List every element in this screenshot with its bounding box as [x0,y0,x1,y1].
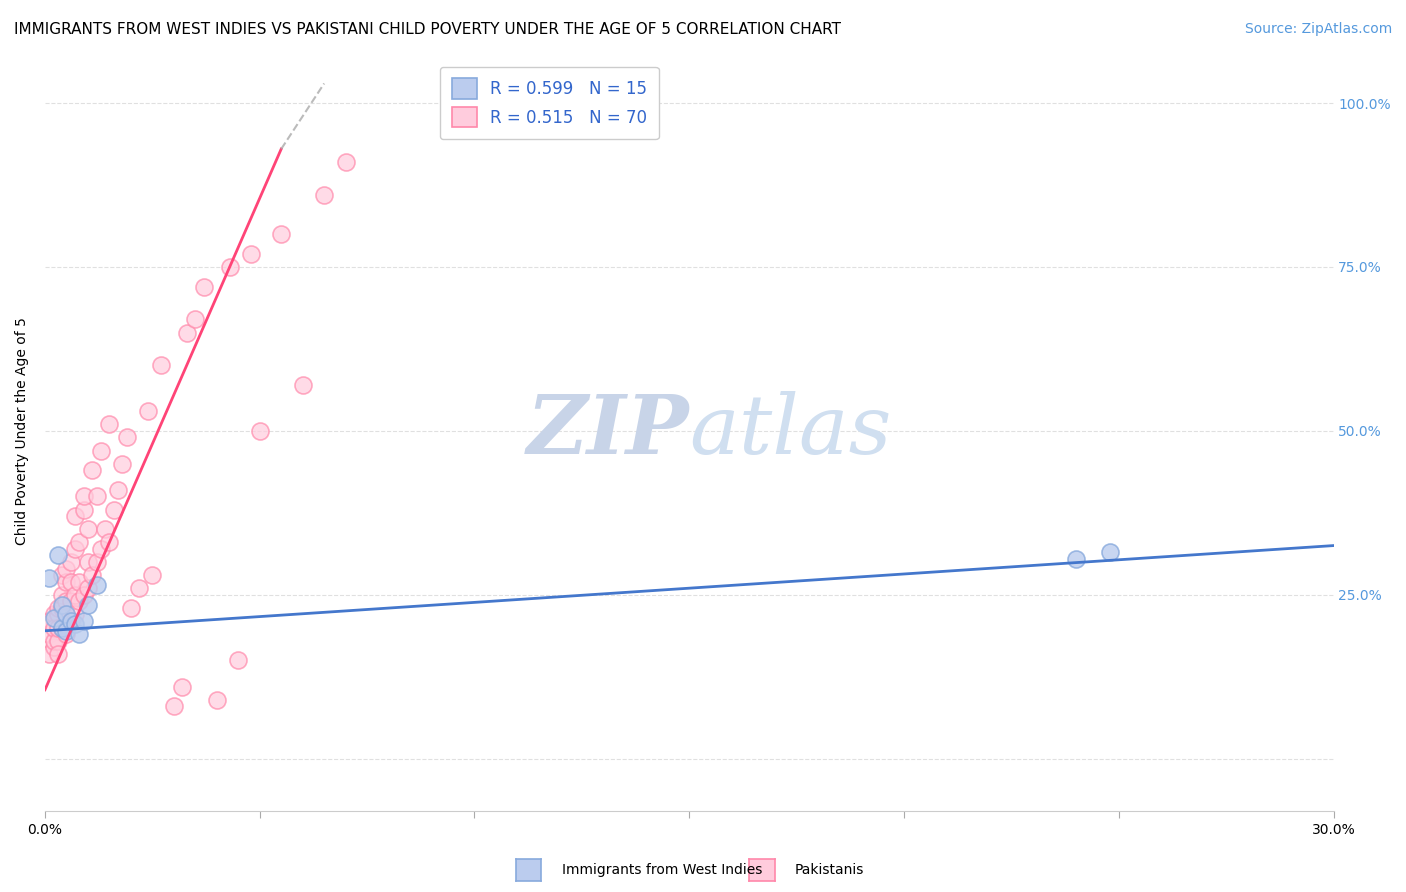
Point [1064,551,1087,566]
Point [128,581,150,595]
Point [82,463,104,477]
Point [172,680,194,694]
Point [55,627,77,641]
Point [72,588,94,602]
Point [120,600,142,615]
Point [63,588,86,602]
Point [205,692,228,706]
Point [38,571,60,585]
Point [51,568,73,582]
Point [46,600,69,615]
Legend: R = 0.599   N = 15, R = 0.515   N = 70: R = 0.599 N = 15, R = 0.515 N = 70 [440,67,658,139]
Point [59,594,82,608]
Point [38,614,60,628]
Point [141,568,163,582]
Point [63,607,86,622]
Point [38,627,60,641]
Point [86,578,108,592]
Point [77,581,100,595]
Point [67,627,90,641]
Point [149,359,172,373]
Point [218,260,240,274]
Point [72,490,94,504]
Point [314,187,336,202]
Point [115,430,138,444]
Point [1099,545,1122,559]
Point [55,607,77,622]
Point [42,620,65,634]
Point [67,594,90,608]
Point [249,424,271,438]
Point [163,699,186,714]
Point [46,633,69,648]
Point [270,227,292,242]
Point [136,404,159,418]
Point [51,620,73,634]
Point [38,647,60,661]
Text: Pakistanis: Pakistanis [794,863,863,877]
Point [46,549,69,563]
Text: ZIP: ZIP [527,391,689,471]
Text: Immigrants from West Indies: Immigrants from West Indies [562,863,763,877]
Point [55,561,77,575]
Point [46,607,69,622]
Point [103,502,125,516]
Point [51,600,73,615]
Point [46,647,69,661]
Point [63,541,86,556]
Point [86,490,108,504]
Point [90,541,112,556]
Point [55,607,77,622]
Point [55,624,77,638]
Point [42,640,65,655]
Point [63,617,86,632]
Point [98,417,121,432]
Point [98,535,121,549]
Point [51,620,73,634]
Point [42,607,65,622]
Point [55,594,77,608]
Point [42,610,65,624]
Point [51,588,73,602]
Point [77,522,100,536]
Point [77,598,100,612]
Text: atlas: atlas [689,391,891,471]
Point [59,555,82,569]
Point [55,574,77,589]
Point [59,614,82,628]
Point [86,555,108,569]
Text: IMMIGRANTS FROM WEST INDIES VS PAKISTANI CHILD POVERTY UNDER THE AGE OF 5 CORREL: IMMIGRANTS FROM WEST INDIES VS PAKISTANI… [14,22,841,37]
Point [82,568,104,582]
Point [77,555,100,569]
Point [51,598,73,612]
Point [90,443,112,458]
Point [67,535,90,549]
Point [176,326,198,340]
Point [63,509,86,524]
Point [72,502,94,516]
Text: Source: ZipAtlas.com: Source: ZipAtlas.com [1244,22,1392,37]
Point [42,633,65,648]
Point [240,247,263,261]
Point [291,378,314,392]
Point [59,574,82,589]
Point [94,522,117,536]
Point [67,574,90,589]
Point [335,155,357,169]
Y-axis label: Child Poverty Under the Age of 5: Child Poverty Under the Age of 5 [15,317,30,545]
Point [46,620,69,634]
Point [184,312,207,326]
Point [111,457,134,471]
Point [226,653,249,667]
Point [72,614,94,628]
Point [107,483,129,497]
Point [59,614,82,628]
Point [193,279,215,293]
